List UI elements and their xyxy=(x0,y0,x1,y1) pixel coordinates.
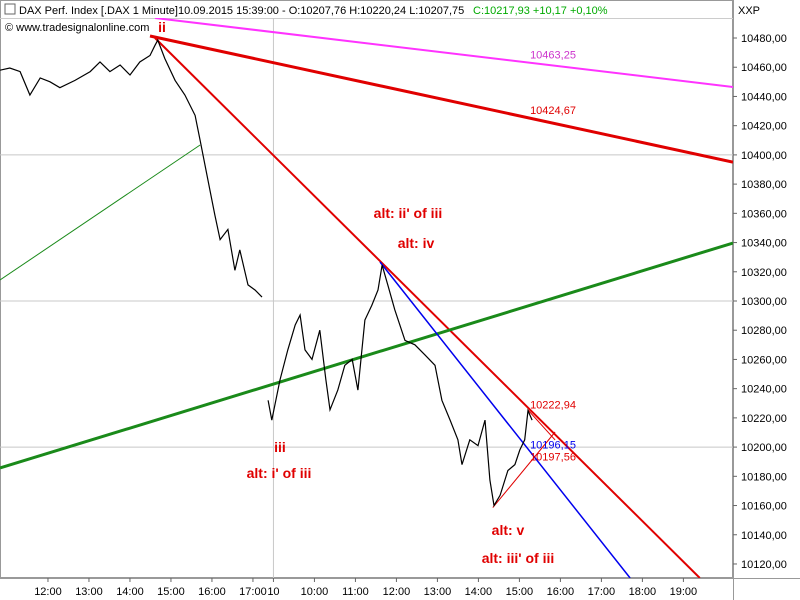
chart-title: DAX Perf. Index [.DAX 1 Minute] xyxy=(19,5,178,17)
y-tick-label: 10380,00 xyxy=(741,179,787,191)
price-line xyxy=(0,38,533,508)
x-tick-label: 15:00 xyxy=(506,586,534,598)
y-tick-label: 10360,00 xyxy=(741,208,787,220)
trend-line xyxy=(0,144,201,281)
copyright: © www.tradesignalonline.com xyxy=(5,22,149,34)
trend-line xyxy=(149,34,733,164)
x-tick-label: 18:00 xyxy=(629,586,657,598)
x-tick-label: 11:00 xyxy=(342,586,369,598)
y-tick-label: 10440,00 xyxy=(741,91,787,103)
wave-annotation: iii xyxy=(274,439,286,455)
y-tick-label: 10120,00 xyxy=(741,559,787,571)
wave-annotation: alt: v xyxy=(492,522,525,538)
x-tick-label: 10 xyxy=(267,586,279,598)
y-tick-label: 10260,00 xyxy=(741,354,787,366)
y-tick-label: 10460,00 xyxy=(741,62,787,74)
y-tick-label: 10160,00 xyxy=(741,501,787,513)
y-tick-label: 10340,00 xyxy=(741,238,787,250)
x-tick-label: 10:00 xyxy=(301,586,329,598)
x-tick-label: 16:00 xyxy=(547,586,575,598)
wave-annotation: alt: ii' of iii xyxy=(374,205,443,221)
x-tick-label: 14:00 xyxy=(465,586,493,598)
wave-annotation: alt: iv xyxy=(398,235,435,251)
y-tick-label: 10480,00 xyxy=(741,33,787,45)
trend-line xyxy=(154,18,733,88)
y-tick-label: 10300,00 xyxy=(741,296,787,308)
y-tick-label: 10280,00 xyxy=(741,325,787,337)
y-tick-label: 10320,00 xyxy=(741,267,787,279)
price-label: 10463,25 xyxy=(530,49,576,61)
x-tick-label: 15:00 xyxy=(157,586,185,598)
y-tick-label: 10240,00 xyxy=(741,384,787,396)
x-tick-label: 14:00 xyxy=(116,586,144,598)
x-tick-label: 19:00 xyxy=(670,586,698,598)
y-tick-label: 10420,00 xyxy=(741,121,787,133)
plot-area xyxy=(0,18,733,578)
x-tick-label: 13:00 xyxy=(424,586,452,598)
y-tick-label: 10400,00 xyxy=(741,150,787,162)
price-label: 10197,56 xyxy=(530,452,576,464)
trend-line xyxy=(379,261,631,578)
symbol-icon xyxy=(4,3,16,15)
price-label: 10222,94 xyxy=(530,400,576,412)
wave-annotation: ii xyxy=(158,19,166,35)
trend-line xyxy=(527,409,556,441)
x-tick-label: 12:00 xyxy=(34,586,62,598)
plot-frame xyxy=(0,0,733,578)
trend-line xyxy=(154,37,701,578)
y-tick-label: 10180,00 xyxy=(741,471,787,483)
trend-line xyxy=(492,431,556,508)
wave-annotation: alt: i' of iii xyxy=(247,465,312,481)
x-tick-label: 17:00 xyxy=(588,586,616,598)
x-tick-label: 17:00 xyxy=(239,586,267,598)
price-label: 10424,67 xyxy=(530,105,576,117)
chart-subtitle: 10.09.2015 15:39:00 - O:10207,76 H:10220… xyxy=(178,5,464,17)
trend-line xyxy=(0,241,733,470)
y-tick-label: 10140,00 xyxy=(741,530,787,542)
price-label: 10196,15 xyxy=(530,440,576,452)
wave-annotation: alt: iii' of iii xyxy=(482,550,555,566)
x-tick-label: 13:00 xyxy=(75,586,103,598)
price-change: C:10217,93 +10,17 +0,10% xyxy=(473,5,608,17)
x-tick-label: 12:00 xyxy=(383,586,411,598)
y-tick-label: 10220,00 xyxy=(741,413,787,425)
y-tick-label: 10200,00 xyxy=(741,442,787,454)
x-tick-label: 16:00 xyxy=(198,586,226,598)
y-axis-label: XXP xyxy=(738,5,760,17)
